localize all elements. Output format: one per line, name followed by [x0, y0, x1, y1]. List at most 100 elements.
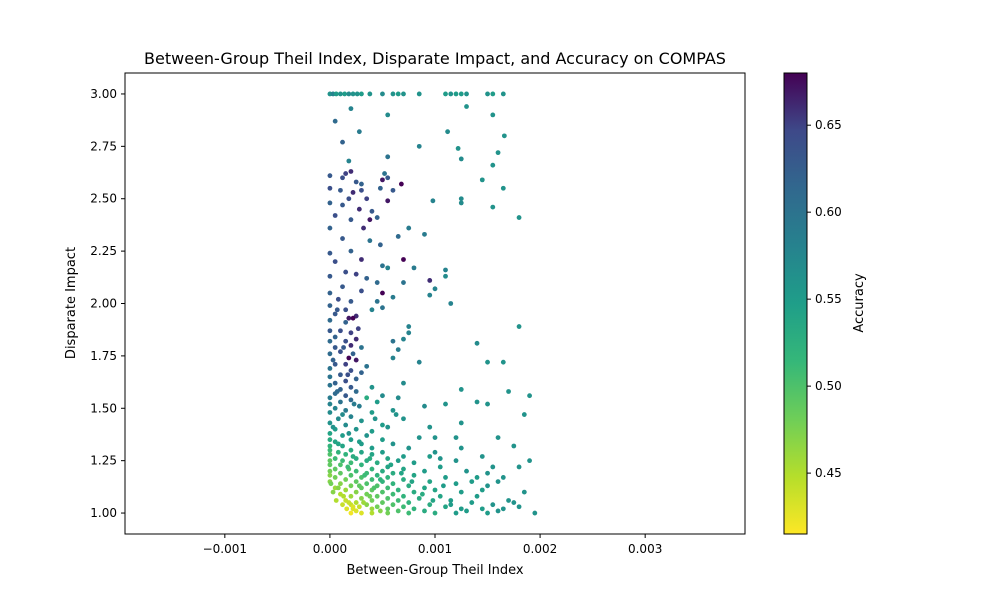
data-point: [443, 267, 448, 273]
data-point: [443, 401, 448, 407]
data-point: [332, 405, 338, 411]
data-point: [374, 215, 380, 220]
data-point: [422, 403, 427, 409]
data-point: [458, 387, 464, 392]
data-point: [348, 472, 354, 478]
data-point: [338, 372, 343, 378]
data-point: [372, 416, 378, 422]
data-point: [422, 231, 427, 237]
data-point: [430, 498, 436, 503]
data-point: [453, 510, 459, 516]
y-tick-label: 3.00: [90, 87, 117, 101]
data-point: [340, 139, 345, 145]
data-point: [332, 475, 338, 480]
data-point: [527, 393, 532, 399]
data-point: [464, 508, 469, 514]
data-point: [448, 91, 454, 97]
data-point: [427, 292, 433, 298]
data-point: [359, 91, 364, 97]
data-point: [443, 475, 448, 480]
data-point: [348, 368, 354, 373]
data-point: [432, 435, 438, 441]
data-point: [500, 185, 506, 191]
data-point: [453, 481, 459, 487]
data-point: [521, 489, 527, 495]
data-point: [327, 443, 333, 449]
data-point: [374, 460, 380, 466]
data-point: [401, 280, 406, 285]
data-point: [380, 500, 385, 505]
data-point: [390, 187, 396, 193]
y-tick-label: 1.75: [90, 349, 117, 363]
data-point: [330, 424, 336, 430]
data-point: [401, 91, 406, 97]
data-point: [340, 236, 345, 241]
data-point: [359, 288, 364, 294]
data-point: [385, 154, 391, 160]
data-point: [458, 489, 464, 495]
data-point: [348, 248, 354, 254]
data-point: [500, 506, 506, 512]
data-point: [398, 181, 404, 187]
data-point: [390, 470, 396, 476]
data-point: [348, 299, 354, 304]
data-point: [422, 485, 427, 491]
data-point: [327, 200, 333, 206]
data-point: [346, 91, 352, 97]
data-point: [369, 445, 375, 451]
data-point: [380, 489, 385, 495]
data-point: [448, 502, 454, 508]
data-point: [353, 376, 359, 382]
data-point: [501, 133, 507, 139]
data-point: [353, 479, 359, 485]
data-point: [390, 355, 396, 361]
points-layer: [327, 91, 538, 516]
data-point: [327, 290, 333, 296]
data-point: [401, 454, 406, 459]
y-tick-label: 2.75: [90, 139, 117, 153]
data-point: [390, 338, 396, 344]
data-point: [516, 324, 522, 329]
data-point: [348, 447, 354, 453]
data-point: [401, 504, 406, 510]
data-point: [327, 317, 333, 323]
data-point: [335, 416, 341, 422]
data-point: [350, 315, 356, 321]
data-point: [350, 190, 356, 195]
data-point: [327, 447, 333, 453]
data-point: [443, 91, 448, 97]
data-point: [369, 451, 375, 457]
data-point: [422, 468, 427, 474]
data-point: [401, 257, 406, 262]
data-point: [385, 424, 391, 430]
data-point: [364, 363, 370, 369]
data-point: [500, 359, 506, 365]
data-point: [495, 508, 501, 514]
data-point: [380, 449, 385, 455]
data-point: [327, 366, 333, 371]
data-point: [327, 472, 333, 478]
data-point: [351, 401, 357, 407]
data-point: [338, 399, 343, 405]
data-point: [380, 437, 385, 443]
data-point: [334, 389, 340, 394]
data-point: [348, 169, 354, 174]
data-point: [327, 431, 333, 436]
data-point: [361, 500, 366, 505]
data-point: [458, 91, 464, 97]
data-point: [340, 284, 345, 290]
data-point: [369, 307, 375, 313]
data-point: [464, 104, 469, 109]
data-point: [385, 495, 391, 501]
data-point: [330, 357, 336, 363]
data-point: [416, 435, 422, 441]
data-point: [511, 500, 517, 505]
data-point: [495, 435, 501, 441]
data-point: [346, 355, 352, 361]
data-point: [395, 487, 401, 493]
data-point: [458, 156, 464, 162]
data-point: [343, 393, 349, 399]
data-point: [385, 265, 391, 271]
data-point: [385, 506, 391, 512]
data-point: [411, 489, 417, 495]
